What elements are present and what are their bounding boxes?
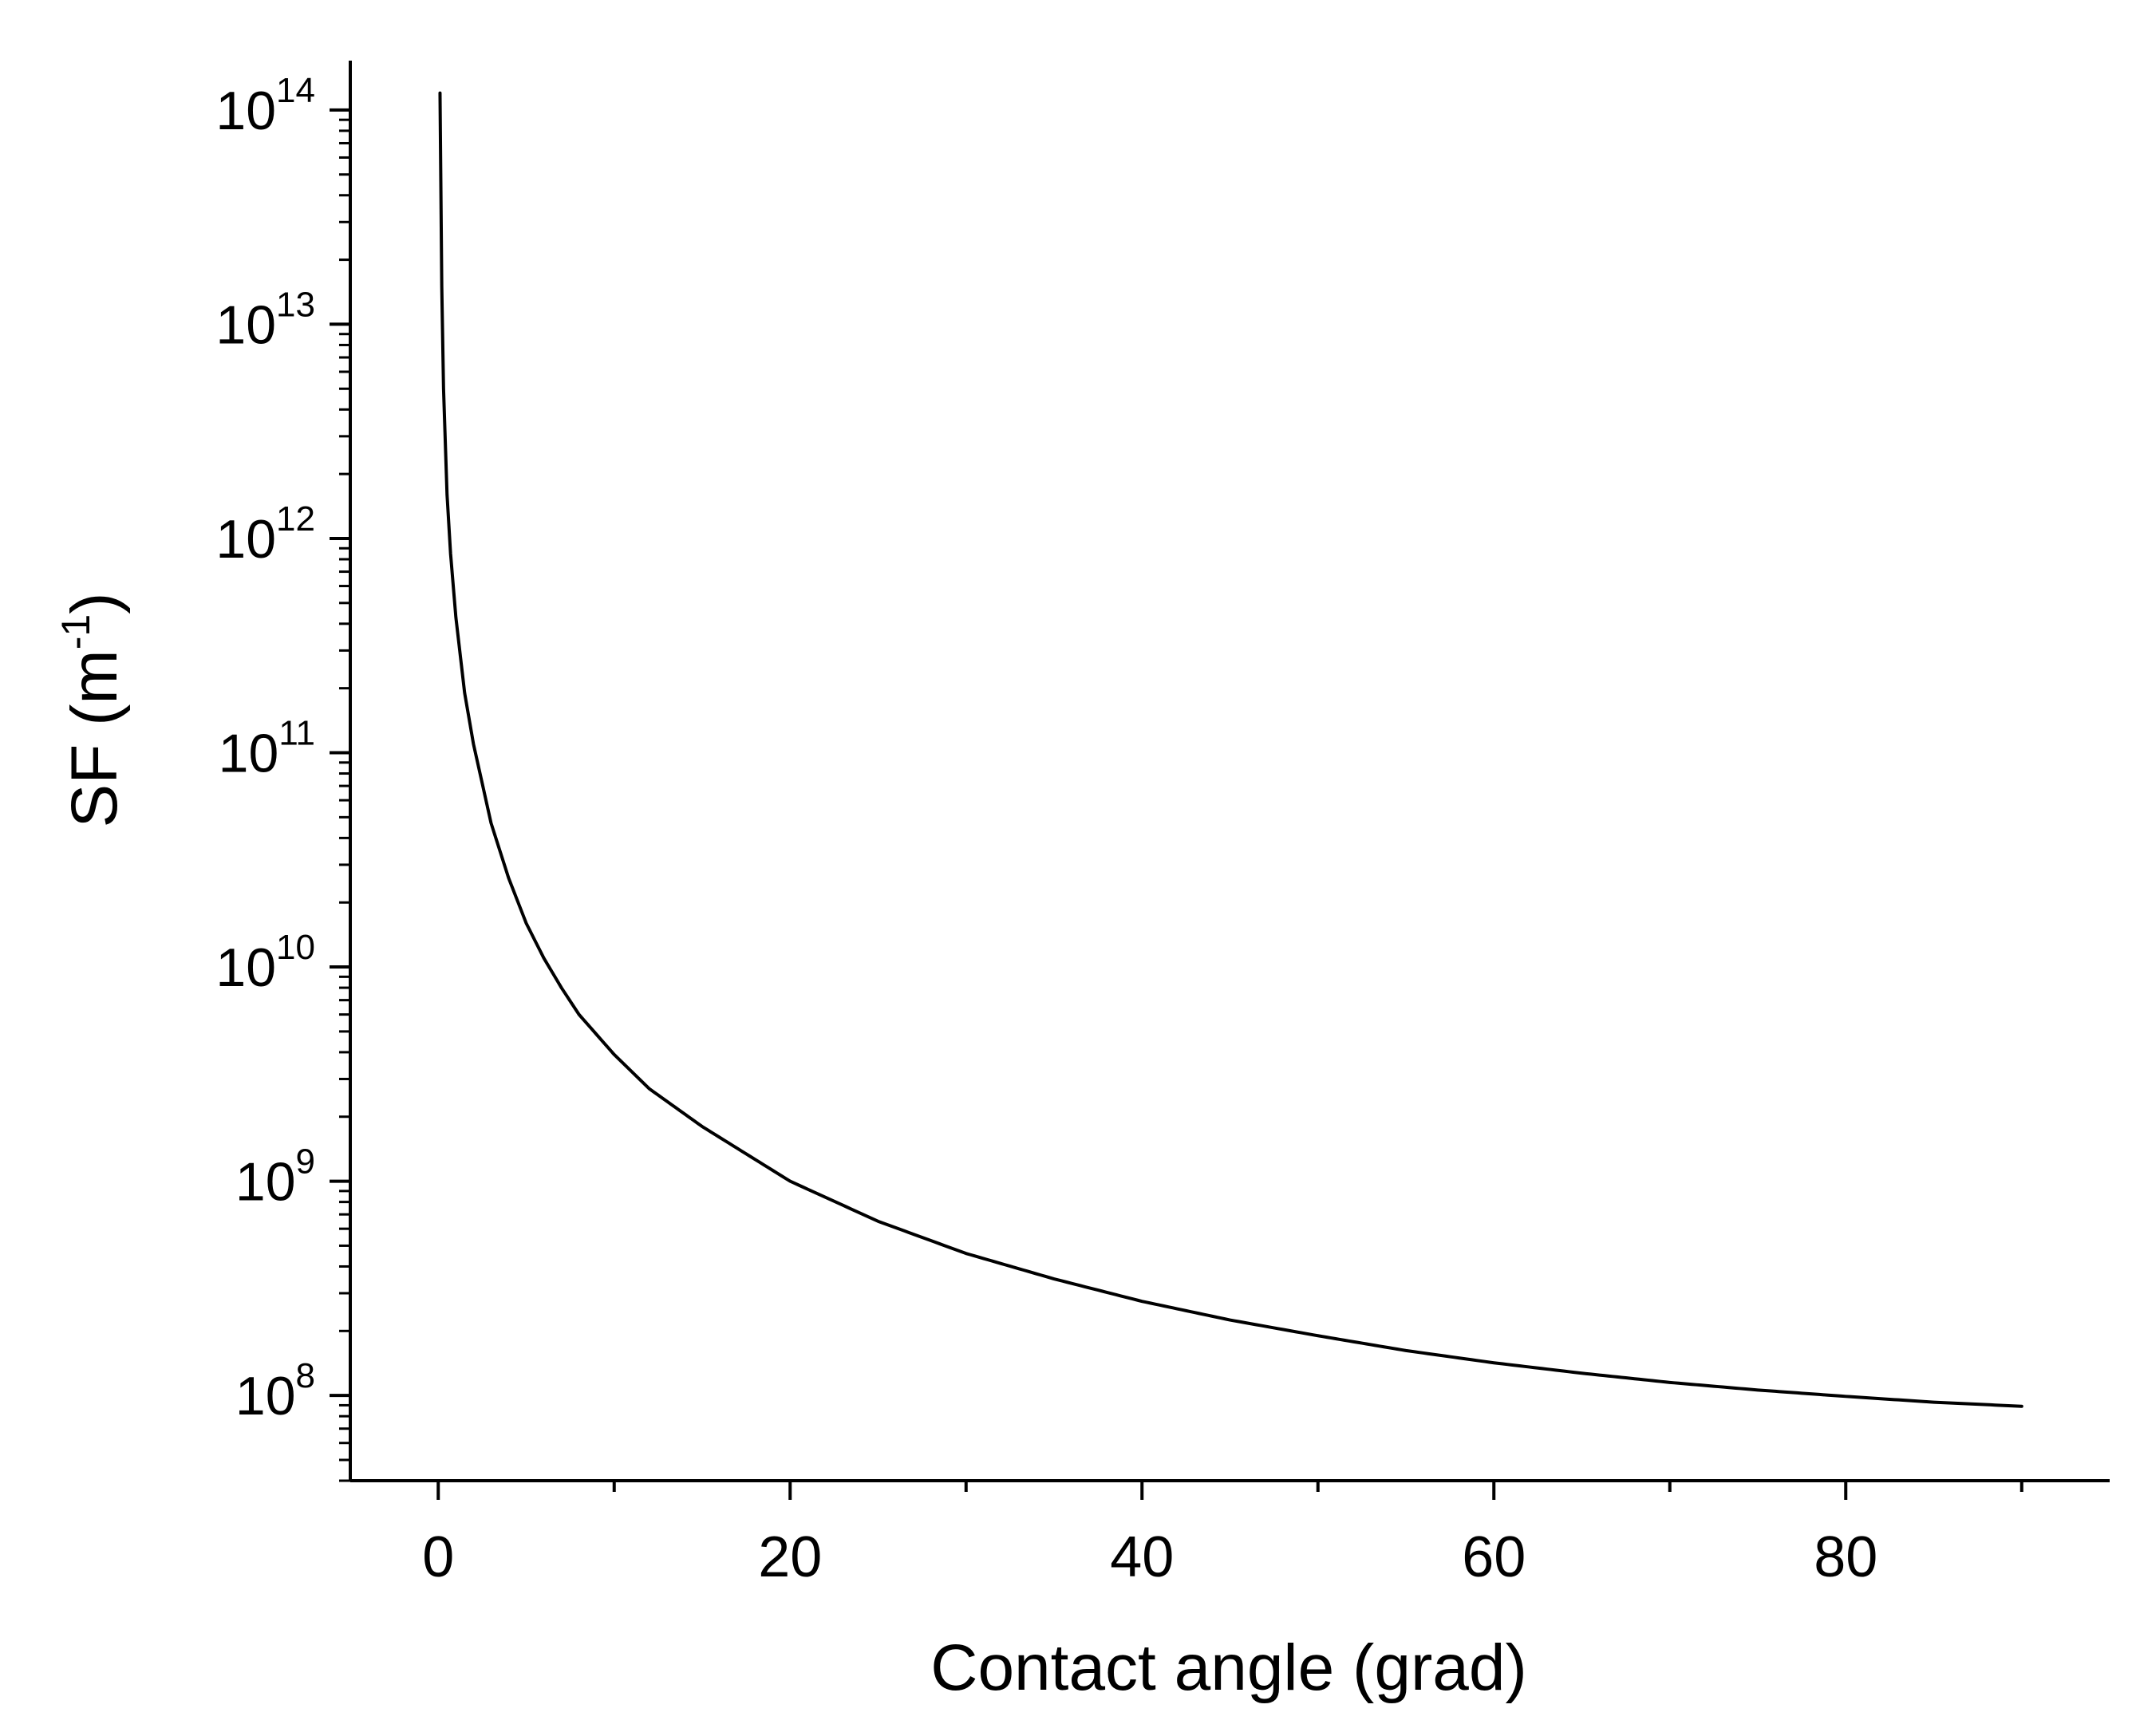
y-axis-label-base: SF (m — [58, 649, 131, 827]
y-tick-base: 10 — [215, 294, 276, 355]
y-tick-label: 108 — [235, 1356, 315, 1426]
y-tick-base: 10 — [215, 509, 276, 570]
y-tick-exponent: 10 — [276, 928, 315, 967]
plot-area — [330, 61, 2110, 1500]
y-tick-label: 1012 — [215, 499, 315, 570]
y-tick-base: 10 — [219, 724, 279, 784]
y-tick-exponent: 9 — [296, 1142, 315, 1182]
x-axis-label: Contact angle (grad) — [930, 1631, 1527, 1704]
y-tick-label: 1010 — [215, 928, 315, 998]
y-tick-exponent: 14 — [276, 71, 315, 110]
x-tick-label: 0 — [422, 1525, 454, 1589]
y-tick-exponent: 11 — [278, 714, 315, 753]
y-axis-label: SF (m-1) — [53, 593, 131, 828]
y-tick-label: 1014 — [215, 71, 315, 141]
x-ticks — [436, 1481, 2023, 1500]
x-tick-label: 40 — [1110, 1525, 1174, 1589]
x-tick-labels: 0 20 40 60 80 — [422, 1525, 1877, 1589]
x-tick-label: 80 — [1814, 1525, 1877, 1589]
y-tick-label: 1011 — [219, 714, 315, 784]
y-tick-exponent: 8 — [296, 1356, 315, 1395]
y-tick-base: 10 — [215, 937, 276, 998]
y-minor-ticks — [339, 118, 350, 1482]
y-tick-label: 109 — [235, 1142, 315, 1213]
y-axis-label-close: ) — [58, 593, 131, 614]
y-tick-exponent: 13 — [276, 285, 315, 324]
x-tick-label: 20 — [758, 1525, 822, 1589]
y-tick-base: 10 — [215, 81, 276, 141]
y-tick-base: 10 — [235, 1152, 296, 1213]
y-major-ticks — [330, 108, 350, 1398]
series-line — [438, 91, 2023, 1408]
y-tick-label: 1013 — [215, 285, 315, 355]
y-axis-label-sup: -1 — [53, 614, 98, 649]
x-tick-label: 60 — [1462, 1525, 1526, 1589]
y-tick-base: 10 — [235, 1366, 296, 1426]
y-tick-exponent: 12 — [276, 499, 315, 539]
